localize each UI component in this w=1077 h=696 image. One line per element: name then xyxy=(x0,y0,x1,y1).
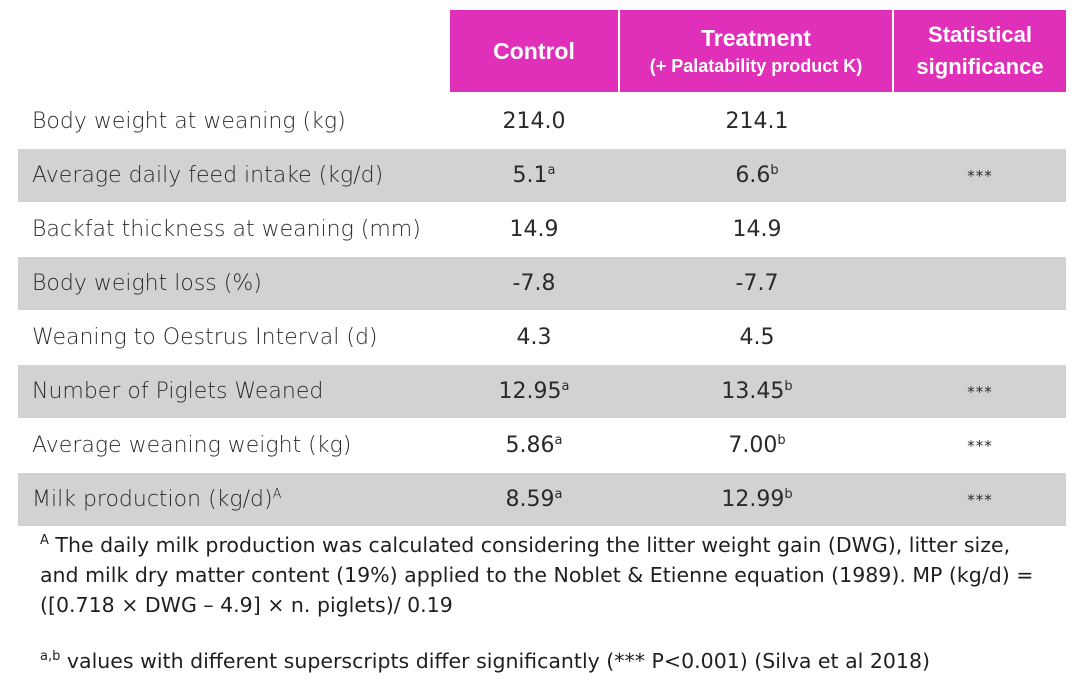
row-treatment-value-text: 6.6 xyxy=(735,163,771,188)
row-control-value-superscript: a xyxy=(554,487,563,502)
row-treatment-value-text: 13.45 xyxy=(721,379,785,404)
row-treatment-value-superscript: b xyxy=(777,433,786,448)
table-row: Body weight loss (%) -7.8 -7.7 xyxy=(18,256,1066,310)
row-significance-text: *** xyxy=(967,490,993,509)
row-label-text: Milk production (kg/d) xyxy=(32,487,273,512)
row-treatment-value: 12.99b xyxy=(620,487,894,512)
table-row: Weaning to Oestrus Interval (d) 4.3 4.5 xyxy=(18,310,1066,364)
footnote-superscripts: a,b values with different superscripts d… xyxy=(40,646,1050,676)
row-treatment-value: 7.00b xyxy=(620,433,894,458)
row-treatment-value-text: -7.7 xyxy=(735,271,779,296)
row-control-value: -7.8 xyxy=(448,271,620,296)
row-label-text: Body weight loss (%) xyxy=(32,271,262,296)
row-treatment-value: 13.45b xyxy=(620,379,894,404)
row-treatment-value-text: 14.9 xyxy=(732,217,782,242)
row-label: Body weight loss (%) xyxy=(18,271,448,296)
row-significance: *** xyxy=(894,491,1066,509)
row-label-text: Average daily feed intake (kg/d) xyxy=(32,163,384,188)
results-table: Control Treatment (+ Palatability produc… xyxy=(18,10,1066,526)
table-row: Average weaning weight (kg) 5.86a 7.00b *** xyxy=(18,418,1066,472)
row-label: Weaning to Oestrus Interval (d) xyxy=(18,325,448,350)
row-significance: *** xyxy=(894,437,1066,455)
table-body: Body weight at weaning (kg) 214.0 214.1 Ave… xyxy=(18,94,1066,526)
header-significance-line2: significance xyxy=(916,54,1044,79)
row-control-value-text: 214.0 xyxy=(502,109,566,134)
row-label-superscript: A xyxy=(272,487,282,502)
header-control: Control xyxy=(448,10,618,92)
row-treatment-value-text: 7.00 xyxy=(728,433,778,458)
row-label: Body weight at weaning (kg) xyxy=(18,109,448,134)
row-control-value: 5.1a xyxy=(448,163,620,188)
row-label-text: Weaning to Oestrus Interval (d) xyxy=(32,325,378,350)
footnote-a-text: The daily milk production was calculated… xyxy=(40,533,1034,617)
row-treatment-value: 214.1 xyxy=(620,109,894,134)
row-control-value-text: 4.3 xyxy=(516,325,552,350)
row-control-value-superscript: a xyxy=(547,163,556,178)
row-treatment-value: 14.9 xyxy=(620,217,894,242)
header-blank-cell xyxy=(18,10,448,92)
row-treatment-value-text: 12.99 xyxy=(721,487,785,512)
header-control-label: Control xyxy=(493,37,575,64)
table-header: Control Treatment (+ Palatability produc… xyxy=(18,10,1066,94)
header-treatment-subtitle: (+ Palatability product K) xyxy=(649,56,863,76)
footnote-b-text: values with different superscripts diffe… xyxy=(60,649,931,673)
row-significance-text: *** xyxy=(967,436,993,455)
row-label-text: Backfat thickness at weaning (mm) xyxy=(32,217,421,242)
footnote-milk-production: A The daily milk production was calculat… xyxy=(40,530,1050,620)
table-row: Milk production (kg/d)A 8.59a 12.99b *** xyxy=(18,472,1066,526)
row-control-value: 4.3 xyxy=(448,325,620,350)
footnote-b-marker: a,b xyxy=(40,649,61,664)
row-control-value-text: 8.59 xyxy=(505,487,555,512)
header-significance-line1: Statistical xyxy=(928,22,1032,47)
header-significance: Statistical significance xyxy=(892,10,1066,92)
header-treatment: Treatment (+ Palatability product K) xyxy=(618,10,892,92)
row-significance-text: *** xyxy=(967,166,993,185)
header-treatment-title: Treatment xyxy=(701,25,811,51)
row-treatment-value-superscript: b xyxy=(784,487,793,502)
table-row: Number of Piglets Weaned 12.95a 13.45b *** xyxy=(18,364,1066,418)
row-treatment-value-text: 4.5 xyxy=(739,325,775,350)
row-treatment-value-superscript: b xyxy=(784,379,793,394)
row-label-text: Average weaning weight (kg) xyxy=(32,433,352,458)
row-label: Average weaning weight (kg) xyxy=(18,433,448,458)
table-row: Average daily feed intake (kg/d) 5.1a 6.6b… xyxy=(18,148,1066,202)
footnote-a-marker: A xyxy=(40,533,49,548)
row-label: Number of Piglets Weaned xyxy=(18,379,448,404)
table-row: Body weight at weaning (kg) 214.0 214.1 xyxy=(18,94,1066,148)
row-control-value-text: -7.8 xyxy=(512,271,556,296)
row-significance: *** xyxy=(894,383,1066,401)
row-control-value-text: 14.9 xyxy=(509,217,559,242)
row-control-value-superscript: a xyxy=(561,379,570,394)
row-control-value-text: 12.95 xyxy=(498,379,562,404)
row-control-value: 8.59a xyxy=(448,487,620,512)
row-control-value-text: 5.86 xyxy=(505,433,555,458)
row-label-text: Number of Piglets Weaned xyxy=(32,379,324,404)
row-control-value: 5.86a xyxy=(448,433,620,458)
row-significance: *** xyxy=(894,167,1066,185)
row-control-value: 214.0 xyxy=(448,109,620,134)
row-treatment-value-text: 214.1 xyxy=(725,109,789,134)
row-treatment-value: -7.7 xyxy=(620,271,894,296)
row-label-text: Body weight at weaning (kg) xyxy=(32,109,346,134)
row-control-value: 12.95a xyxy=(448,379,620,404)
row-control-value-superscript: a xyxy=(554,433,563,448)
table-row: Backfat thickness at weaning (mm) 14.9 14.… xyxy=(18,202,1066,256)
row-treatment-value: 4.5 xyxy=(620,325,894,350)
row-label: Backfat thickness at weaning (mm) xyxy=(18,217,448,242)
row-control-value-text: 5.1 xyxy=(512,163,548,188)
row-significance-text: *** xyxy=(967,382,993,401)
row-control-value: 14.9 xyxy=(448,217,620,242)
row-label: Milk production (kg/d)A xyxy=(18,487,448,512)
row-treatment-value: 6.6b xyxy=(620,163,894,188)
row-label: Average daily feed intake (kg/d) xyxy=(18,163,448,188)
row-treatment-value-superscript: b xyxy=(770,163,779,178)
